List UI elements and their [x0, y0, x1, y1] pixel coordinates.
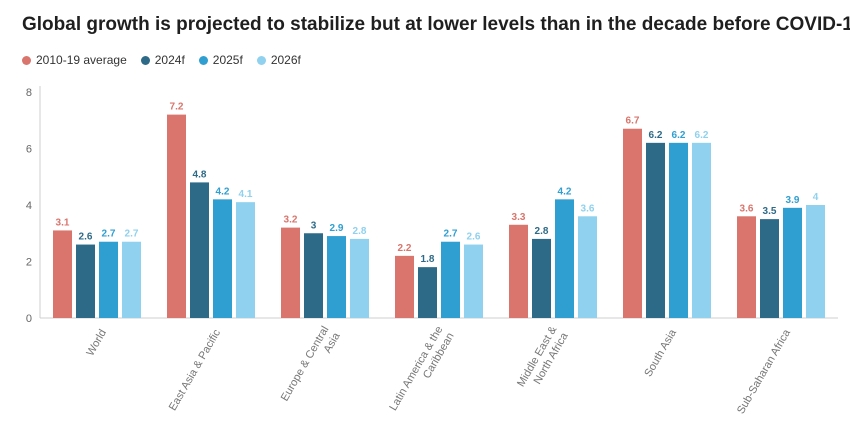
bar-2024f	[304, 233, 323, 318]
data-label: 3.2	[284, 215, 298, 226]
data-label: 3.1	[56, 217, 70, 228]
data-label: 6.2	[695, 130, 709, 141]
bar-2024f	[76, 244, 95, 318]
x-tick-label-line: Sub-Saharan Africa	[735, 327, 794, 416]
bar-2024f	[646, 142, 665, 318]
data-label: 2.9	[330, 223, 344, 234]
data-label: 1.8	[421, 254, 435, 265]
data-label: 2.8	[535, 226, 549, 237]
x-tick-label-line: East Asia & Pacific	[167, 327, 223, 413]
data-label: 3	[311, 220, 317, 231]
bar-2026f	[122, 241, 141, 318]
data-label: 2.7	[125, 229, 139, 240]
bar-2026f	[350, 238, 369, 318]
x-tick-label-line: South Asia	[642, 327, 679, 379]
data-label: 6.2	[649, 130, 663, 141]
data-label: 4.2	[216, 186, 230, 197]
y-tick-label: 8	[26, 87, 32, 99]
legend-swatch	[198, 55, 208, 65]
legend-item-2025f: 2025f	[198, 53, 243, 67]
data-label: 2.2	[398, 243, 412, 254]
data-label: 3.9	[786, 195, 800, 206]
data-label: 2.6	[79, 232, 93, 243]
bar-2024f	[190, 182, 209, 318]
data-label: 3.3	[512, 212, 526, 223]
bar-2025f	[669, 142, 688, 318]
bar-2025f	[555, 199, 574, 318]
x-tick-label: South Asia	[642, 327, 679, 379]
bar-2010-19-average	[167, 114, 186, 318]
x-tick-label-line: Europe & Central	[279, 324, 332, 403]
bar-2025f	[327, 236, 346, 318]
data-label: 6.7	[626, 116, 640, 127]
chart-title: Global growth is projected to stabilize …	[22, 14, 850, 35]
data-label: 4.8	[193, 169, 207, 180]
y-tick-label: 2	[26, 257, 32, 269]
data-label: 2.7	[444, 229, 458, 240]
bar-2010-19-average	[509, 224, 528, 318]
legend-swatch	[22, 55, 31, 65]
bar-2026f	[692, 142, 711, 318]
x-tick-label-line: World	[84, 328, 109, 359]
y-tick-label: 6	[26, 144, 32, 156]
data-label: 6.2	[672, 130, 686, 141]
bar-2010-19-average	[737, 216, 756, 318]
bar-2026f	[236, 202, 255, 318]
bar-2026f	[464, 244, 483, 318]
x-tick-label: Sub-Saharan Africa	[735, 327, 794, 416]
bar-2026f	[578, 216, 597, 318]
data-label: 3.6	[581, 203, 595, 214]
bar-2025f	[99, 241, 118, 318]
legend-label: 2026f	[270, 53, 301, 67]
legend: 2010-19 average 2024f 2025f 2026f	[22, 53, 315, 67]
bar-2024f	[418, 267, 437, 318]
data-label: 4	[813, 192, 819, 203]
data-label: 3.5	[763, 206, 777, 217]
data-label: 2.7	[102, 229, 116, 240]
bar-2025f	[213, 199, 232, 318]
legend-item-2024f: 2024f	[140, 53, 185, 67]
bar-2024f	[532, 238, 551, 318]
bar-2010-19-average	[395, 255, 414, 318]
legend-swatch	[140, 55, 150, 65]
x-tick-label: World	[84, 328, 109, 359]
y-tick-label: 4	[26, 200, 32, 212]
legend-label: 2010-19 average	[36, 53, 127, 67]
data-label: 2.6	[467, 232, 481, 243]
bar-2010-19-average	[623, 128, 642, 318]
legend-label: 2025f	[212, 53, 243, 67]
data-label: 3.6	[740, 203, 754, 214]
legend-item-2026f: 2026f	[256, 53, 301, 67]
bar-2010-19-average	[53, 230, 72, 318]
data-label: 7.2	[170, 102, 184, 113]
y-tick-label: 0	[26, 313, 32, 325]
bar-2025f	[441, 241, 460, 318]
bar-2026f	[806, 205, 825, 318]
bar-2024f	[760, 219, 779, 318]
x-tick-label: East Asia & Pacific	[167, 327, 223, 413]
legend-label: 2024f	[154, 53, 185, 67]
bar-2010-19-average	[281, 227, 300, 318]
data-label: 4.2	[558, 186, 572, 197]
legend-swatch	[256, 55, 266, 65]
x-tick-label: Middle East &North Africa	[515, 324, 571, 389]
data-label: 2.8	[353, 226, 367, 237]
bar-2025f	[783, 207, 802, 318]
legend-item-2010-19-average: 2010-19 average	[22, 53, 127, 67]
data-label: 4.1	[239, 189, 253, 200]
